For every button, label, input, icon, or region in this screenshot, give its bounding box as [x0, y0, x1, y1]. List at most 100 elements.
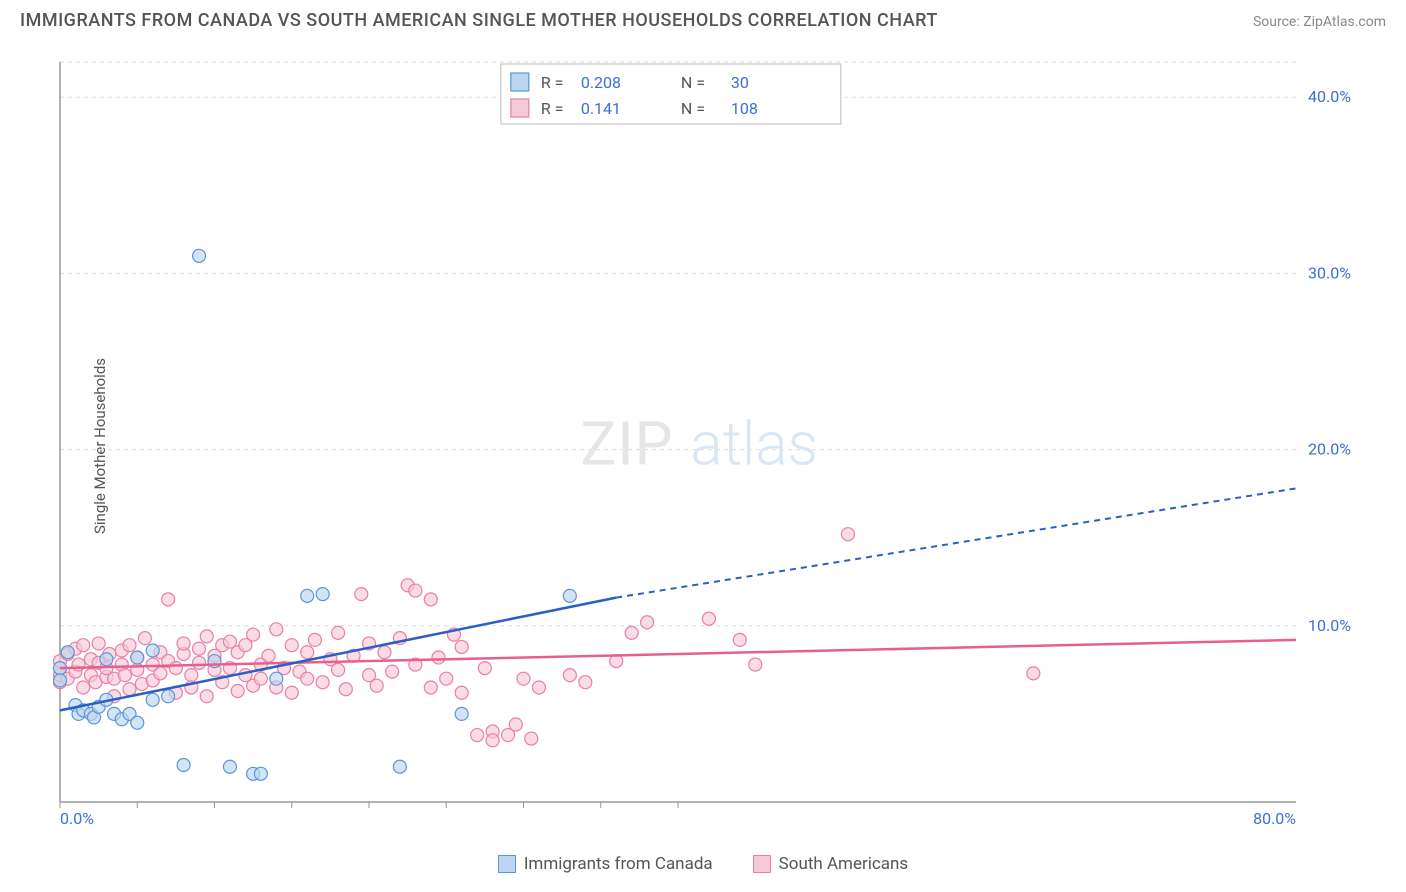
data-point — [162, 593, 175, 606]
data-point — [841, 528, 854, 541]
legend-swatch — [511, 73, 529, 91]
data-point — [378, 646, 391, 659]
legend-r-value: 0.208 — [581, 73, 621, 92]
trend-line-a — [60, 598, 616, 711]
data-point — [316, 588, 329, 601]
data-point — [532, 681, 545, 694]
data-point — [169, 662, 182, 675]
data-point — [316, 676, 329, 689]
data-point — [77, 681, 90, 694]
trend-line-a-extrapolated — [616, 488, 1296, 597]
scatter-chart: 10.0%20.0%30.0%40.0%ZIPatlas0.0%80.0%R =… — [50, 50, 1376, 832]
data-point — [162, 690, 175, 703]
watermark: ZIP — [580, 408, 673, 479]
legend-item: South Americans — [753, 854, 909, 874]
data-point — [231, 685, 244, 698]
legend-swatch — [498, 855, 516, 873]
data-point — [123, 639, 136, 652]
data-point — [185, 669, 198, 682]
data-point — [563, 669, 576, 682]
source-attribution: Source: ZipAtlas.com — [1253, 14, 1386, 30]
data-point — [409, 584, 422, 597]
data-point — [123, 683, 136, 696]
data-point — [308, 633, 321, 646]
data-point — [749, 658, 762, 671]
data-point — [223, 760, 236, 773]
data-point — [517, 672, 530, 685]
data-point — [579, 676, 592, 689]
legend-swatch — [753, 855, 771, 873]
title-bar: IMMIGRANTS FROM CANADA VS SOUTH AMERICAN… — [0, 0, 1406, 37]
data-point — [563, 589, 576, 602]
data-point — [100, 653, 113, 666]
y-tick-label: 20.0% — [1308, 440, 1351, 459]
data-point — [177, 759, 190, 772]
data-point — [285, 686, 298, 699]
data-point — [486, 734, 499, 747]
data-point — [154, 667, 167, 680]
legend-swatch — [511, 99, 529, 117]
legend-n-value: 30 — [731, 73, 749, 92]
data-point — [131, 716, 144, 729]
data-point — [332, 663, 345, 676]
legend-item: Immigrants from Canada — [498, 854, 713, 874]
data-point — [247, 628, 260, 641]
data-point — [332, 626, 345, 639]
legend-r-label: R = — [541, 73, 564, 92]
data-point — [625, 626, 638, 639]
data-point — [301, 589, 314, 602]
data-point — [177, 637, 190, 650]
data-point — [193, 642, 206, 655]
data-point — [61, 646, 74, 659]
data-point — [370, 679, 383, 692]
data-point — [54, 674, 67, 687]
data-point — [254, 767, 267, 780]
plot-svg: 10.0%20.0%30.0%40.0%ZIPatlas0.0%80.0%R =… — [50, 50, 1376, 832]
data-point — [146, 644, 159, 657]
data-point — [301, 646, 314, 659]
data-point — [1027, 667, 1040, 680]
data-point — [424, 681, 437, 694]
data-point — [478, 662, 491, 675]
data-point — [77, 639, 90, 652]
data-point — [702, 612, 715, 625]
data-point — [301, 672, 314, 685]
data-point — [733, 633, 746, 646]
data-point — [285, 639, 298, 652]
data-point — [641, 616, 654, 629]
data-point — [193, 656, 206, 669]
y-tick-label: 30.0% — [1308, 263, 1351, 282]
legend-n-value: 108 — [731, 99, 758, 118]
data-point — [393, 760, 406, 773]
data-point — [193, 249, 206, 262]
data-point — [254, 672, 267, 685]
legend-r-value: 0.141 — [581, 99, 621, 118]
data-point — [440, 672, 453, 685]
data-point — [200, 690, 213, 703]
data-point — [386, 665, 399, 678]
data-point — [355, 588, 368, 601]
data-point — [118, 669, 131, 682]
data-point — [455, 707, 468, 720]
y-tick-label: 10.0% — [1308, 616, 1351, 635]
data-point — [146, 693, 159, 706]
data-point — [509, 718, 522, 731]
data-point — [138, 632, 151, 645]
legend-n-label: N = — [681, 99, 705, 118]
data-point — [262, 649, 275, 662]
x-tick-label: 80.0% — [1253, 809, 1296, 828]
data-point — [270, 672, 283, 685]
data-point — [270, 623, 283, 636]
data-point — [471, 729, 484, 742]
chart-title: IMMIGRANTS FROM CANADA VS SOUTH AMERICAN… — [20, 10, 938, 31]
bottom-legend: Immigrants from Canada South Americans — [0, 854, 1406, 874]
data-point — [424, 593, 437, 606]
legend-label: South Americans — [779, 854, 909, 874]
source-label: Source: — [1253, 14, 1300, 30]
data-point — [432, 651, 445, 664]
source-value: ZipAtlas.com — [1303, 14, 1386, 30]
watermark: atlas — [690, 408, 818, 479]
legend-n-label: N = — [681, 73, 705, 92]
x-tick-label: 0.0% — [60, 809, 94, 828]
data-point — [92, 637, 105, 650]
